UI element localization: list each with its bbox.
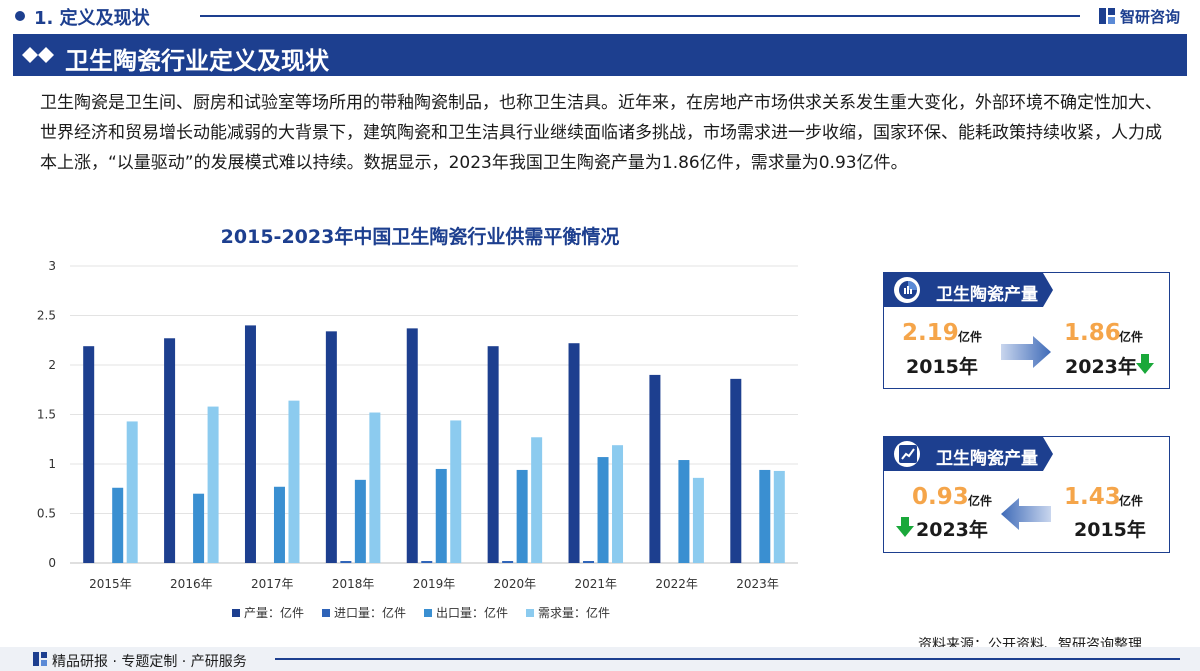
bar-series-2	[112, 487, 124, 563]
down-arrow-icon	[896, 517, 914, 537]
legend-swatch	[232, 609, 240, 617]
bar-series-3	[207, 406, 219, 563]
bar-series-0	[649, 374, 661, 563]
legend-label: 产量：亿件	[244, 605, 304, 620]
legend-label: 出口量：亿件	[436, 605, 508, 620]
down-arrow-icon	[1136, 354, 1154, 374]
diamond-icon	[22, 47, 54, 63]
section-bullet	[15, 11, 25, 21]
y-tick-label: 2	[48, 358, 56, 372]
y-tick-label: 2.5	[37, 309, 56, 323]
x-tick-label: 2023年	[736, 577, 779, 591]
title-band: 卫生陶瓷行业定义及现状	[13, 34, 1187, 76]
bar-series-1	[340, 561, 352, 563]
year-2023: 2023年	[1065, 356, 1137, 378]
bar-series-0	[244, 325, 256, 563]
page-title: 卫生陶瓷行业定义及现状	[65, 47, 329, 75]
unit-label: 亿件	[958, 330, 983, 344]
bar-series-3	[773, 470, 785, 563]
footer-text: 精品研报 · 专题定制 · 产研服务	[52, 654, 247, 670]
x-tick-label: 2020年	[494, 577, 537, 591]
top-divider	[200, 15, 1080, 17]
brand: 智研咨询	[1098, 5, 1180, 27]
y-tick-label: 1	[48, 457, 56, 471]
bar-series-1	[421, 561, 433, 563]
bar-series-2	[435, 468, 447, 563]
unit-label: 亿件	[968, 494, 993, 508]
value-2015: 2.19	[902, 320, 959, 346]
legend-label: 进口量：亿件	[334, 605, 406, 620]
brand-logo-icon	[1099, 8, 1115, 24]
bar-series-3	[692, 477, 704, 563]
chart-title: 2015-2023年中国卫生陶瓷行业供需平衡情况	[220, 226, 620, 248]
unit-label: 亿件	[1119, 330, 1144, 344]
x-tick-label: 2016年	[170, 577, 213, 591]
legend-swatch	[526, 609, 534, 617]
brand-name: 智研咨询	[1120, 7, 1181, 26]
y-tick-label: 3	[48, 259, 56, 273]
y-tick-label: 0.5	[37, 507, 56, 521]
y-tick-label: 0	[48, 556, 56, 570]
bar-series-0	[325, 331, 337, 563]
x-tick-label: 2019年	[413, 577, 456, 591]
x-tick-label: 2018年	[332, 577, 375, 591]
bar-series-1	[583, 561, 595, 563]
bar-series-0	[83, 346, 95, 563]
year-2015: 2015年	[906, 356, 978, 378]
bar-series-2	[597, 457, 609, 563]
y-tick-label: 1.5	[37, 408, 56, 422]
line-chart-icon	[899, 445, 917, 463]
value-2015: 1.43	[1064, 484, 1121, 510]
bar-series-2	[354, 479, 366, 563]
legend-swatch	[424, 609, 432, 617]
x-tick-label: 2015年	[89, 577, 132, 591]
bar-series-2	[273, 486, 285, 563]
bar-series-2	[678, 460, 690, 563]
footer-logo-icon	[33, 652, 47, 666]
intro-paragraph: 卫生陶瓷是卫生间、厨房和试验室等场所用的带釉陶瓷制品，也称卫生洁具。近年来，在房…	[40, 93, 1162, 173]
x-tick-label: 2017年	[251, 577, 294, 591]
bar-series-0	[730, 378, 742, 563]
bar-series-3	[369, 412, 381, 563]
bar-series-0	[568, 343, 580, 563]
bar-chart: 0 0.5 1 1.5 2 2.5 3 2015年 2016年 2017年 2018年 2019年 20…	[37, 259, 798, 620]
year-2023: 2023年	[916, 519, 988, 541]
bar-series-3	[126, 421, 138, 563]
card-title: 卫生陶瓷产量	[936, 449, 1038, 469]
bar-series-3	[531, 437, 543, 563]
unit-label: 亿件	[1119, 494, 1144, 508]
arrow-right-icon	[1001, 336, 1051, 368]
legend-label: 需求量：亿件	[538, 605, 610, 620]
year-2015: 2015年	[1074, 519, 1146, 541]
x-tick-label: 2022年	[655, 577, 698, 591]
pie-chart-icon	[899, 281, 917, 299]
value-2023: 0.93	[912, 484, 969, 510]
legend-swatch	[322, 609, 330, 617]
x-tick-label: 2021年	[575, 577, 618, 591]
production-card: 卫生陶瓷产量 2.19 亿件 2015年 1.86 亿件 2023年	[883, 272, 1170, 389]
card-title: 卫生陶瓷产量	[936, 285, 1038, 305]
bar-series-3	[612, 445, 624, 563]
bar-series-0	[406, 328, 418, 563]
bar-series-3	[450, 420, 462, 563]
top-bar: 1. 定义及现状 智研咨询	[0, 0, 1200, 32]
bar-series-0	[164, 338, 176, 563]
arrow-left-icon	[1001, 498, 1051, 530]
bar-series-3	[288, 400, 300, 563]
demand-card: 卫生陶瓷产量 0.93 亿件 2023年 1.43 亿件 2015年	[883, 436, 1170, 553]
bar-series-0	[487, 346, 499, 563]
bar-series-2	[759, 469, 771, 563]
section-label: 1. 定义及现状	[34, 8, 150, 29]
bar-series-1	[502, 561, 514, 563]
footer: 精品研报 · 专题定制 · 产研服务	[0, 647, 1200, 671]
value-2023: 1.86	[1064, 320, 1121, 346]
bar-series-2	[193, 493, 205, 563]
bar-series-2	[516, 469, 528, 563]
footer-divider	[275, 658, 1180, 660]
